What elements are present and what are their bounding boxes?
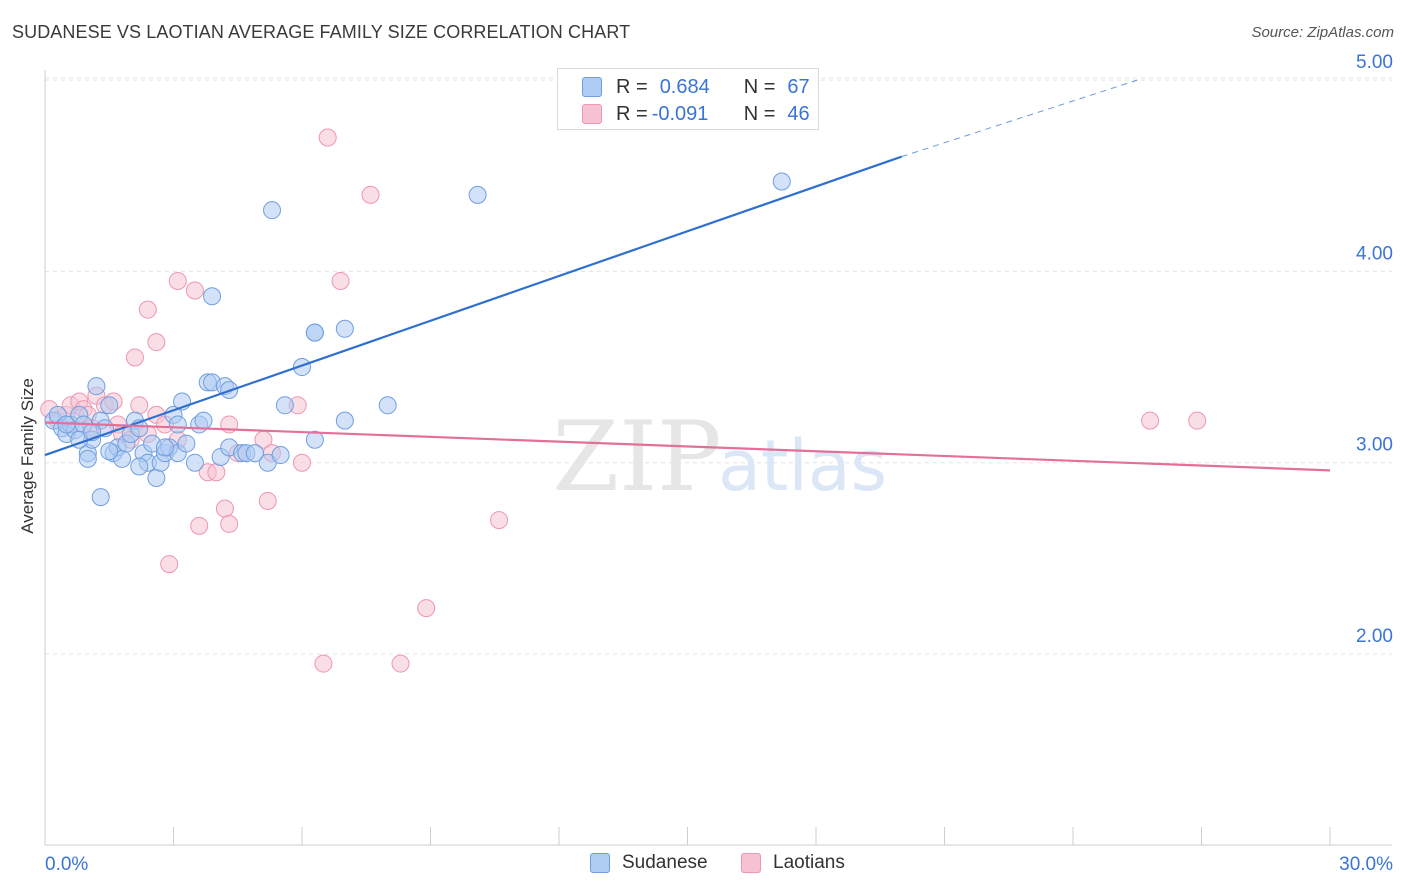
watermark-atlas: atlas [718,425,887,507]
laotians-point [490,511,509,530]
laotians-point [125,348,144,367]
axes [44,70,1392,846]
watermark: ZIP atlas [552,401,887,513]
legend-r-label: R = [616,102,648,125]
sudanese-point [335,319,354,338]
laotians-point [160,555,179,574]
laotians-point [220,514,239,533]
laotians-point [1141,411,1160,430]
laotians-point [318,128,337,147]
y-tick-label: 3.00 [1356,435,1393,456]
bottom-legend-sudanese: Sudanese [590,852,708,874]
laotians-point [185,281,204,300]
watermark-zip: ZIP [552,401,721,513]
sudanese-point [271,446,290,465]
sudanese-point [305,430,324,449]
bottom-legend-laotians: Laotians [741,852,845,874]
legend-r-value: -0.091 [651,102,709,125]
sudanese-point [177,434,196,453]
sudanese-point [772,172,791,191]
legend-n-value: 46 [787,102,810,125]
laotians-point [215,499,234,518]
legend-n-label: N = [743,102,776,125]
laotians-trend-line [44,421,1331,472]
laotians-point [138,300,157,319]
sudanese-point [275,396,294,415]
sudanese-point [263,201,282,220]
sudanese-trend-extension [901,79,1138,158]
source-label: Source: ZipAtlas.com [1251,24,1394,41]
stats-legend: R = 0.684 N = 67 R = -0.091 N = 46 [557,68,819,130]
legend-row-sudanese: R = 0.684 N = 67 [582,74,810,100]
sudanese-point [293,358,311,377]
tick-labels: 2.00 3.00 4.00 5.00 0.0% 30.0% [45,52,1393,875]
laotians-point [147,333,166,352]
bottom-legend-label-laotians: Laotians [773,852,845,873]
sudanese-point [468,185,487,204]
sudanese-point [78,449,97,468]
sudanese-point [335,411,354,430]
legend-swatch-sudanese [582,77,602,97]
laotians-point [258,491,277,510]
laotians-point [391,654,410,673]
y-tick-label: 4.00 [1356,243,1393,264]
chart-title: SUDANESE VS LAOTIAN AVERAGE FAMILY SIZE … [12,22,631,42]
laotians-point [190,516,209,535]
x-tick-label: 0.0% [45,854,88,875]
bottom-legend-swatch-laotians [741,853,761,873]
sudanese-point [87,377,106,396]
grid-lines [45,77,1392,655]
laotians-point [1188,411,1207,430]
sudanese-trend-line [44,155,903,457]
legend-r-value: 0.684 [659,75,710,98]
sudanese-point [130,457,149,476]
legend-r-label: R = [616,75,648,98]
laotians-point [331,271,350,290]
sudanese-point [147,469,166,488]
y-tick-label: 2.00 [1356,626,1393,647]
sudanese-point [168,415,187,434]
laotians-point [168,271,187,290]
sudanese-point [194,411,213,430]
sudanese-point [155,438,174,457]
laotians-point [417,599,436,618]
sudanese-point [100,396,119,415]
y-tick-label: 5.00 [1356,52,1393,73]
legend-swatch-laotians [582,104,602,124]
laotians-point [361,185,380,204]
sudanese-point [100,442,119,461]
laotians-point [207,463,226,482]
laotians-point [130,396,149,415]
legend-n-label: N = [743,75,776,98]
sudanese-point [185,453,204,472]
laotians-point [314,654,333,673]
bottom-legend-swatch-sudanese [590,853,610,873]
sudanese-point [203,287,222,306]
laotians-point [293,453,311,472]
x-tick-label: 30.0% [1339,854,1393,875]
sudanese-point [91,488,110,507]
sudanese-point [378,396,397,415]
legend-row-laotians: R = -0.091 N = 46 [582,101,810,127]
legend-n-value: 67 [787,75,810,98]
sudanese-point [245,444,264,463]
sudanese-point [305,323,324,342]
trend-lines [44,79,1331,472]
bottom-legend-label-sudanese: Sudanese [622,852,708,873]
